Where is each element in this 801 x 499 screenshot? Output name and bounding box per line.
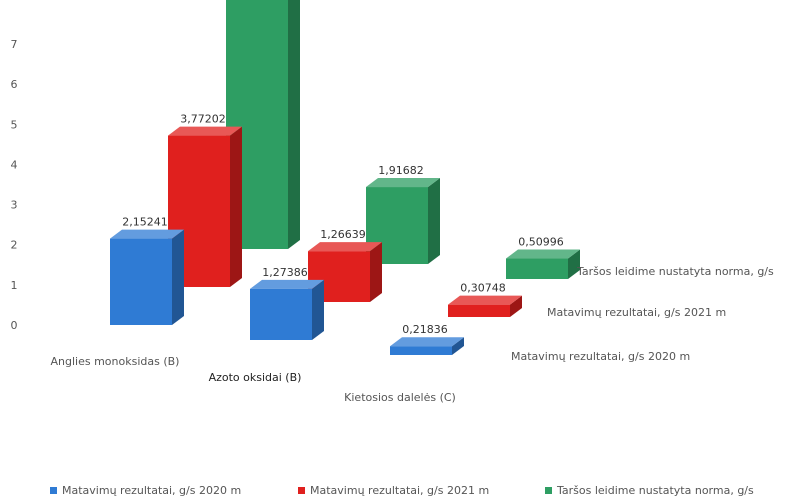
bar-front	[110, 238, 172, 325]
legend-label: Matavimų rezultatai, g/s 2021 m	[310, 484, 489, 497]
bar-side	[172, 229, 184, 325]
value-label: 0,21836	[402, 323, 448, 336]
legend-label: Taršos leidime nustatyta norma, g/s	[556, 484, 754, 497]
bar	[506, 249, 580, 279]
bar-top	[168, 126, 242, 136]
bar-top	[448, 295, 522, 305]
bar	[250, 279, 324, 340]
bar-side	[428, 178, 440, 264]
x-tick-label: Azoto oksidai (B)	[209, 371, 302, 384]
y-tick-label: 0	[11, 319, 18, 332]
legend-label: Matavimų rezultatai, g/s 2020 m	[62, 484, 241, 497]
bar-front	[506, 258, 568, 279]
y-tick-label: 1	[11, 279, 18, 292]
bar-top	[308, 242, 382, 252]
depth-tick-label: Matavimų rezultatai, g/s 2021 m	[547, 306, 726, 319]
bar-top	[506, 249, 580, 259]
y-tick-label: 2	[11, 239, 18, 252]
bar	[168, 126, 242, 287]
bar-top	[390, 337, 464, 347]
bar	[110, 229, 184, 325]
legend-marker	[545, 487, 552, 494]
bar-front	[250, 288, 312, 340]
y-tick-label: 5	[11, 118, 18, 131]
bar-top	[250, 279, 324, 289]
bar-side	[568, 249, 580, 279]
bar	[390, 337, 464, 355]
y-tick-label: 4	[11, 158, 18, 171]
value-label: 0,50996	[518, 236, 564, 249]
depth-tick-label: Matavimų rezultatai, g/s 2020 m	[511, 350, 690, 363]
bar-side	[230, 126, 242, 287]
value-label: 3,77202	[180, 113, 226, 126]
bar-side	[510, 295, 522, 317]
bar	[448, 295, 522, 317]
x-tick-label: Kietosios dalelės (C)	[344, 391, 456, 404]
value-label: 1,27386	[262, 266, 308, 279]
legend-marker	[50, 487, 57, 494]
bar-front	[448, 304, 510, 317]
legend-marker	[298, 487, 305, 494]
bar-side	[312, 279, 324, 340]
bar-top	[366, 178, 440, 188]
y-tick-label: 3	[11, 199, 18, 212]
depth-tick-label: Taršos leidime nustatyta norma, g/s	[576, 265, 774, 278]
y-tick-label: 7	[11, 38, 18, 51]
bar-side	[288, 0, 300, 249]
value-label: 0,30748	[460, 282, 506, 295]
value-label: 1,91682	[378, 164, 424, 177]
x-tick-label: Anglies monoksidas (B)	[51, 355, 180, 368]
bar-side	[370, 242, 382, 302]
value-label: 1,26639	[320, 228, 366, 241]
bar-front	[390, 346, 452, 355]
value-label: 2,15241	[122, 216, 168, 229]
bar-top	[110, 229, 184, 239]
y-tick-label: 6	[11, 78, 18, 91]
bar-side	[452, 337, 464, 355]
